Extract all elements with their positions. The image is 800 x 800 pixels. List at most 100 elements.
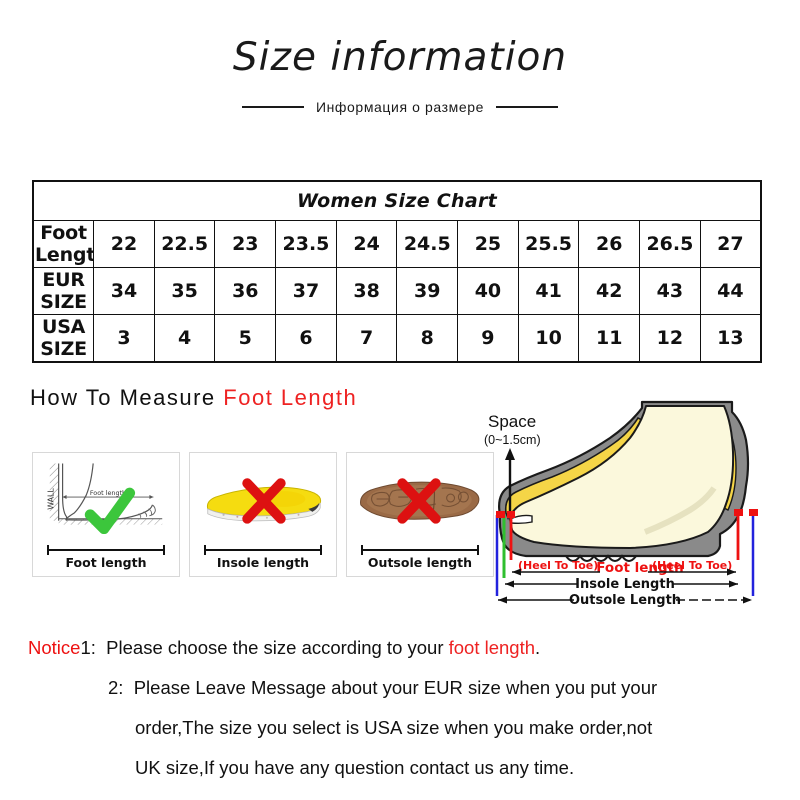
cell-foot-length-10: 27 [699, 220, 762, 268]
dimension-line [204, 549, 322, 551]
notice-num-1: 1: [80, 637, 96, 658]
notice-word: Notice [28, 637, 81, 658]
cell-eur-10: 44 [699, 267, 762, 315]
notice-text-4: UK size,If you have any question contact… [135, 757, 575, 778]
dimension-bar [361, 545, 479, 555]
panel-label-outsole-length: Outsole length [367, 555, 473, 570]
table-row: USA SIZE 3 4 5 6 7 8 9 10 11 12 13 [32, 314, 762, 363]
toe-detail [509, 514, 533, 525]
green-check-icon [84, 487, 136, 535]
notice-block: Notice1: Please choose the size accordin… [28, 628, 788, 788]
cell-usa-5: 8 [396, 314, 459, 363]
how-to-measure-text: How To Measure [30, 385, 224, 410]
measure-panels: WALL Foot length Foot length [32, 452, 494, 577]
cell-eur-5: 39 [396, 267, 459, 315]
dimension-line [361, 549, 479, 551]
brown-outsole-illustration [360, 478, 480, 524]
subtitle-row: Информация о размере [0, 99, 800, 115]
outsole-length-label: Outsole Length [569, 593, 681, 608]
measure-points [496, 509, 758, 518]
sole-tread [565, 554, 637, 562]
cell-eur-0: 34 [93, 267, 155, 315]
cell-eur-8: 42 [578, 267, 641, 315]
notice-line-1: Notice1: Please choose the size accordin… [28, 628, 788, 668]
heel-to-toe-left-label: (Heel To Toe) [518, 559, 598, 572]
red-cross-icon [397, 478, 441, 524]
foot-length-highlight: Foot Length [223, 385, 358, 410]
cell-eur-3: 37 [275, 267, 337, 315]
table-row: EUR SIZE 34 35 36 37 38 39 40 41 42 43 4… [32, 267, 762, 315]
cell-eur-6: 40 [457, 267, 519, 315]
panel-outsole-length: Outsole length [346, 452, 494, 577]
cell-foot-length-2: 23 [214, 220, 277, 268]
page-title: Size information [232, 35, 568, 80]
cell-eur-1: 35 [153, 267, 216, 315]
dimension-bar [204, 545, 322, 555]
how-to-measure-heading: How To Measure Foot Length [30, 385, 357, 411]
row-label-foot-length: Foot Length(cm) [32, 220, 95, 268]
cell-usa-0: 3 [93, 314, 155, 363]
dimension-line [47, 549, 165, 551]
inner-foot-length-label: Foot length [90, 489, 126, 497]
cell-usa-1: 4 [153, 314, 216, 363]
cell-usa-8: 11 [578, 314, 641, 363]
dimension-cap-right [320, 545, 322, 555]
cell-usa-2: 5 [214, 314, 277, 363]
subtitle-rule-left [241, 106, 304, 108]
table-row: Foot Length(cm) 22 22.5 23 23.5 24 24.5 … [32, 220, 762, 268]
cell-foot-length-0: 22 [93, 220, 155, 268]
cell-foot-length-8: 26 [578, 220, 641, 268]
notice-line-4: UK size,If you have any question contact… [28, 748, 788, 788]
cell-eur-2: 36 [214, 267, 277, 315]
cell-usa-3: 6 [275, 314, 337, 363]
notice-text-1a: Please choose the size according to your [106, 637, 449, 658]
space-arrow-head [505, 448, 515, 460]
heel-to-toe-right-label: (Heel To Toe) [652, 559, 732, 572]
notice-text-3: order,The size you select is USA size wh… [135, 717, 653, 738]
notice-text-2: Please Leave Message about your EUR size… [133, 677, 658, 698]
cell-foot-length-7: 25.5 [517, 220, 580, 268]
red-cross-icon [242, 478, 286, 524]
table-title-row: Women Size Chart [32, 180, 762, 221]
cell-foot-length-4: 24 [335, 220, 398, 268]
cell-usa-4: 7 [335, 314, 398, 363]
cell-foot-length-1: 22.5 [153, 220, 216, 268]
notice-line-3: order,The size you select is USA size wh… [28, 708, 788, 748]
size-chart-body: Women Size Chart Foot Length(cm) 22 22.5… [32, 180, 762, 363]
row-label-usa-size: USA SIZE [32, 314, 95, 363]
yellow-insole-illustration [206, 478, 322, 524]
subtitle-rule-right [496, 106, 559, 108]
foot-shape [509, 405, 735, 549]
notice-line-2: 2: Please Leave Message about your EUR s… [28, 668, 788, 708]
dimension-bar [47, 545, 165, 555]
cell-usa-6: 9 [457, 314, 519, 363]
notice-text-1b: . [535, 637, 541, 658]
wall-label: WALL [47, 488, 56, 510]
size-chart-container: Women Size Chart Foot Length(cm) 22 22.5… [32, 180, 762, 363]
panel-insole-length: Insole length [189, 452, 337, 577]
cell-usa-7: 10 [517, 314, 580, 363]
dimension-cap-right [477, 545, 479, 555]
cell-foot-length-3: 23.5 [275, 220, 337, 268]
cell-eur-9: 43 [639, 267, 701, 315]
panel-foot-length: WALL Foot length Foot length [32, 452, 180, 577]
cell-usa-9: 12 [639, 314, 701, 363]
page-subtitle: Информация о размере [315, 99, 485, 115]
cell-foot-length-5: 24.5 [396, 220, 459, 268]
dimension-cap-right [163, 545, 165, 555]
notice-foot-length-highlight: foot length [448, 637, 536, 658]
shoe-cross-section-diagram: Space (0~1.5cm) (Heel To Toe) Foot lengt… [484, 400, 758, 608]
space-value: (0~1.5cm) [484, 433, 541, 447]
page-header: Size information Информация о размере [0, 0, 800, 115]
insole-length-label: Insole Length [575, 577, 675, 592]
cell-eur-7: 41 [517, 267, 580, 315]
notice-num-2: 2: [108, 677, 124, 698]
panel-label-foot-length: Foot length [65, 555, 147, 570]
size-chart-table: Women Size Chart Foot Length(cm) 22 22.5… [32, 180, 762, 363]
cell-foot-length-9: 26.5 [639, 220, 701, 268]
cell-foot-length-6: 25 [457, 220, 519, 268]
panel-label-insole-length: Insole length [216, 555, 310, 570]
cell-usa-10: 13 [699, 314, 762, 363]
foot-against-wall-illustration: WALL Foot length [47, 463, 163, 535]
space-label: Space [488, 412, 536, 431]
